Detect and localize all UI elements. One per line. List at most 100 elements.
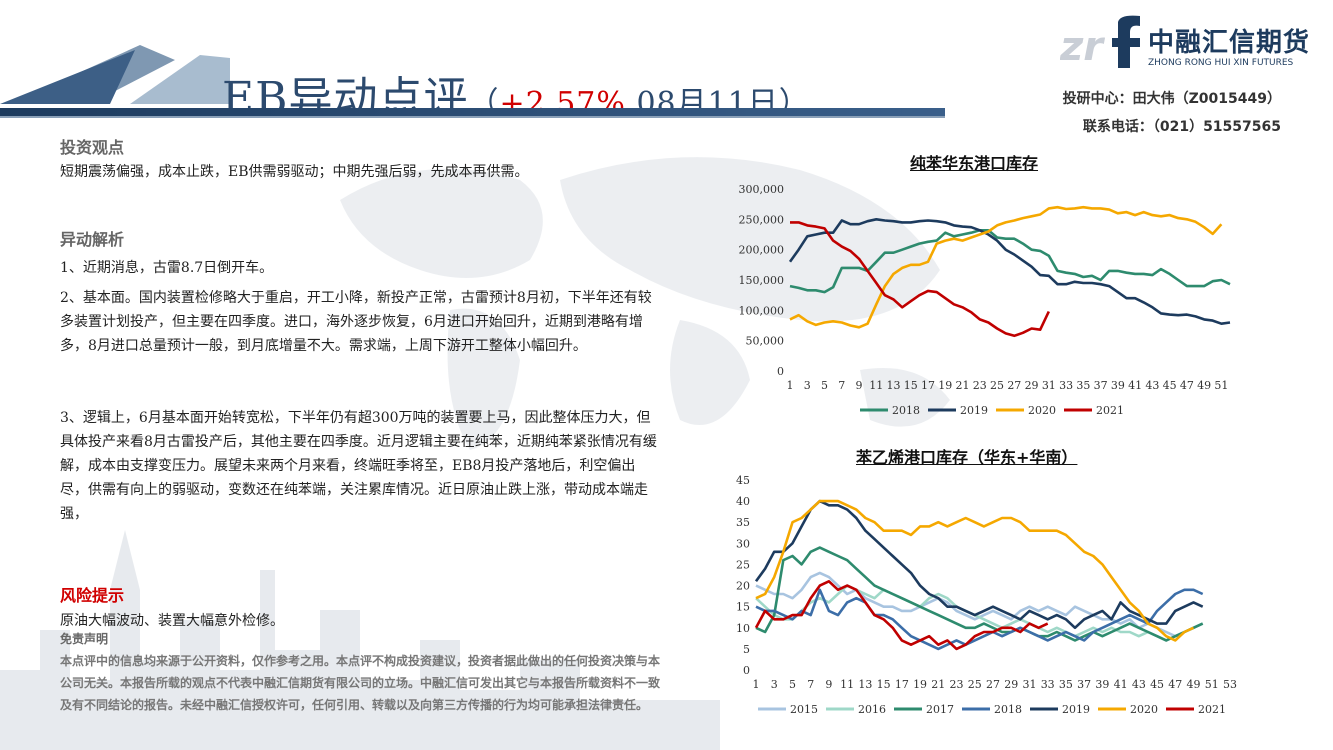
x-tick-label: 21	[931, 678, 945, 691]
x-tick-label: 31	[1022, 678, 1036, 691]
series-line-2017	[755, 546, 1204, 642]
y-tick-label: 40	[736, 495, 750, 508]
company-logo-icon: zr	[1060, 15, 1140, 70]
x-tick-label: 35	[1059, 678, 1073, 691]
legend-label-2021: 2021	[1096, 404, 1124, 417]
y-tick-label: 25	[736, 558, 750, 571]
analysis-point-1: 1、近期消息，古雷8.7日倒开车。	[60, 260, 274, 276]
legend-label-2020: 2020	[1028, 404, 1056, 417]
x-tick-label: 45	[1163, 379, 1177, 392]
x-tick-label: 51	[1214, 379, 1228, 392]
series-line-2018	[755, 588, 1204, 651]
y-tick-label: 10	[736, 622, 750, 635]
x-tick-label: 43	[1145, 379, 1159, 392]
disclaimer-title: 免责声明	[60, 632, 109, 646]
y-tick-label: 20	[736, 580, 750, 593]
x-tick-label: 29	[1004, 678, 1018, 691]
x-tick-label: 15	[904, 379, 918, 392]
x-tick-label: 11	[869, 379, 883, 392]
y-tick-label: 35	[736, 516, 750, 529]
y-tick-label: 45	[736, 474, 750, 487]
x-tick-label: 1	[753, 678, 760, 691]
x-tick-label: 13	[858, 678, 872, 691]
x-tick-label: 19	[938, 379, 952, 392]
x-tick-label: 37	[1077, 678, 1091, 691]
x-tick-label: 27	[986, 678, 1000, 691]
x-tick-label: 19	[913, 678, 927, 691]
x-tick-label: 29	[1025, 379, 1039, 392]
x-tick-label: 27	[1007, 379, 1021, 392]
x-tick-label: 5	[789, 678, 796, 691]
series-line-2021	[754, 580, 1049, 651]
x-tick-label: 41	[1128, 379, 1142, 392]
x-tick-label: 17	[921, 379, 935, 392]
x-tick-label: 15	[877, 678, 891, 691]
y-tick-label: 200,000	[739, 244, 785, 257]
y-tick-label: 30	[736, 537, 750, 550]
x-tick-label: 13	[887, 379, 901, 392]
disclaimer-text: 本点评中的信息均来源于公开资料，仅作参考之用。本点评不构成投资建议，投资者据此做…	[60, 654, 661, 712]
header-triangle-decoration	[0, 45, 230, 104]
risk-title: 风险提示	[60, 586, 125, 605]
view-text: 短期震荡偏强，成本止跌，EB供需弱驱动；中期先强后弱，先成本再供需。	[60, 164, 529, 180]
series-line-2019	[788, 218, 1231, 325]
x-tick-label: 17	[895, 678, 909, 691]
x-tick-label: 39	[1111, 379, 1125, 392]
series-line-2018	[789, 229, 1231, 294]
section-title-view: 投资观点	[60, 138, 125, 157]
x-tick-label: 3	[771, 678, 778, 691]
legend-label-2018: 2018	[994, 703, 1022, 716]
x-tick-label: 47	[1168, 678, 1182, 691]
chart-2-title: 苯乙烯港口库存（华东+华南）	[856, 448, 1078, 467]
y-tick-label: 5	[743, 643, 750, 656]
city-skyline-watermark	[0, 530, 720, 750]
series-line-2020	[755, 499, 1195, 642]
x-tick-label: 7	[807, 678, 814, 691]
world-map-watermark	[340, 157, 950, 450]
x-tick-label: 51	[1205, 678, 1219, 691]
x-tick-label: 5	[821, 379, 828, 392]
analysis-point-2: 2、基本面。国内装置检修略大于重启，开工小降，新投产正常，古雷预计8月初，下半年…	[60, 290, 652, 354]
x-tick-label: 21	[956, 379, 970, 392]
y-tick-label: 250,000	[739, 213, 785, 226]
x-tick-label: 9	[856, 379, 863, 392]
x-tick-label: 49	[1197, 379, 1211, 392]
contact-phone: 联系电话：（021）51557565	[1082, 119, 1281, 135]
y-tick-label: 300,000	[739, 183, 785, 196]
x-tick-label: 9	[825, 678, 832, 691]
x-tick-label: 33	[1041, 678, 1055, 691]
legend-label-2020: 2020	[1130, 703, 1158, 716]
x-tick-label: 47	[1180, 379, 1194, 392]
y-tick-label: 0	[777, 365, 784, 378]
header-divider	[0, 108, 945, 116]
x-tick-label: 53	[1223, 678, 1237, 691]
header: EB异动点评（+2.57% 08月11日） zr 中融汇信期货 ZHONG RO…	[0, 0, 1333, 135]
x-tick-label: 43	[1132, 678, 1146, 691]
x-tick-label: 31	[1042, 379, 1056, 392]
x-tick-label: 23	[973, 379, 987, 392]
section-title-analysis: 异动解析	[60, 230, 125, 249]
y-tick-label: 150,000	[739, 274, 785, 287]
chart-1-title: 纯苯华东港口库存	[910, 154, 1039, 173]
x-tick-label: 25	[990, 379, 1004, 392]
x-tick-label: 3	[804, 379, 811, 392]
legend-label-2018: 2018	[892, 404, 920, 417]
legend-label-2016: 2016	[858, 703, 886, 716]
x-tick-label: 37	[1094, 379, 1108, 392]
risk-text: 原油大幅波动、装置大幅意外检修。	[60, 613, 284, 629]
x-tick-label: 33	[1059, 379, 1073, 392]
x-tick-label: 11	[840, 678, 854, 691]
x-tick-label: 41	[1114, 678, 1128, 691]
legend-label-2019: 2019	[960, 404, 988, 417]
contact-research-center: 投研中心：田大伟（Z0015449）	[1062, 91, 1281, 107]
y-tick-label: 0	[743, 664, 750, 677]
y-tick-label: 15	[736, 601, 750, 614]
legend-label-2019: 2019	[1062, 703, 1090, 716]
series-line-2020	[789, 205, 1223, 329]
svg-text:zr: zr	[1060, 24, 1105, 70]
analysis-point-3: 3、逻辑上，6月基本面开始转宽松，下半年仍有超300万吨的装置要上马，因此整体压…	[60, 410, 657, 522]
x-tick-label: 39	[1095, 678, 1109, 691]
series-line-2021	[790, 221, 1050, 338]
series-line-2016	[755, 584, 1204, 642]
